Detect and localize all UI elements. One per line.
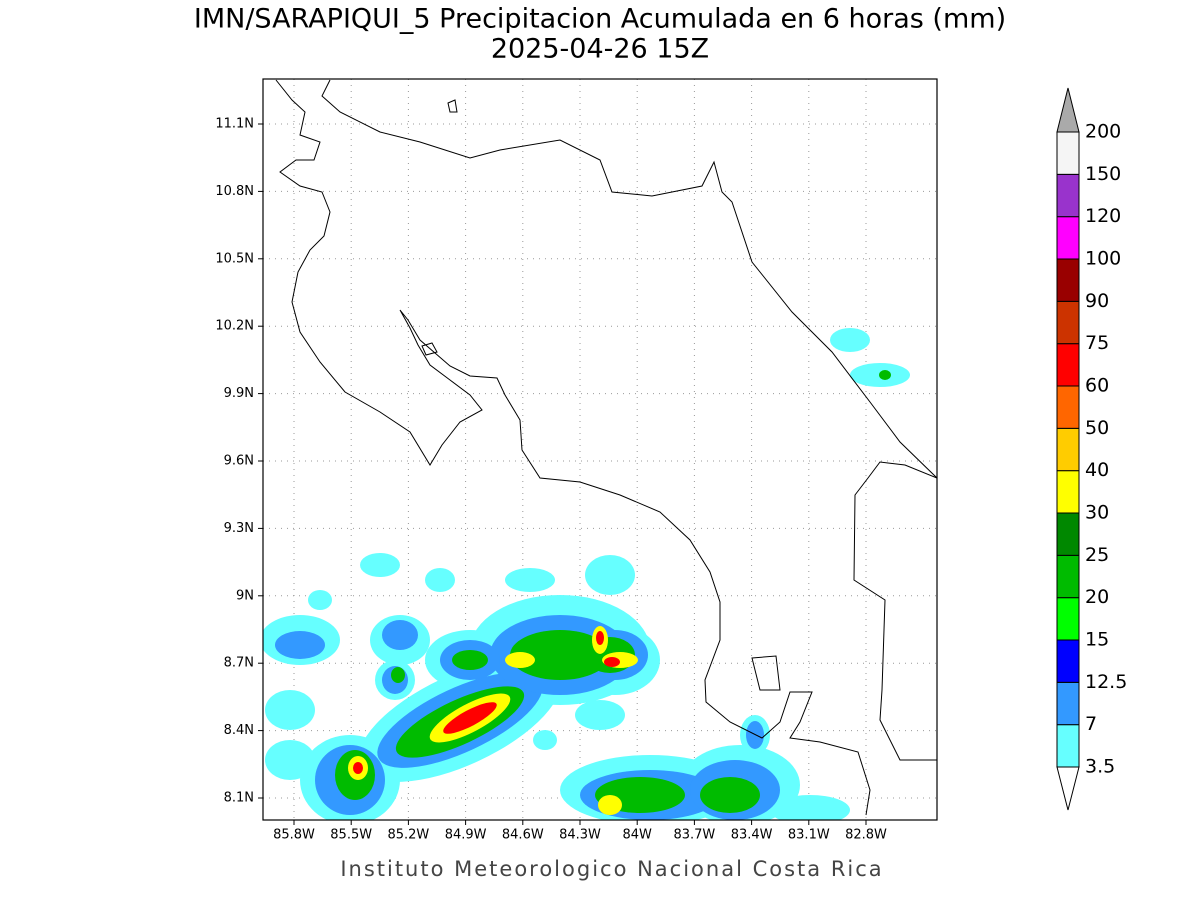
lon-label: 85.8W bbox=[273, 828, 315, 843]
map-frame bbox=[262, 78, 938, 821]
lon-label: 83.1W bbox=[788, 828, 830, 843]
colorbar-under bbox=[1056, 766, 1080, 811]
colorbar-label: 75 bbox=[1085, 332, 1109, 354]
colorbar-label: 50 bbox=[1085, 417, 1109, 439]
lat-label: 8.4N bbox=[224, 723, 254, 738]
lon-label: 82.8W bbox=[845, 828, 887, 843]
lat-label: 9.9N bbox=[224, 386, 254, 401]
lat-label: 11.1N bbox=[215, 117, 254, 132]
colorbar: 3.5 7 12.5 15 20 25 30 40 50 60 75 90 100 120 150 200 bbox=[1056, 87, 1127, 811]
lat-label: 10.5N bbox=[215, 251, 254, 266]
colorbar-over bbox=[1056, 87, 1080, 133]
colorbar-label: 12.5 bbox=[1085, 671, 1127, 693]
colorbar-box bbox=[1056, 427, 1080, 472]
colorbar-box bbox=[1056, 512, 1080, 556]
colorbar-box bbox=[1056, 343, 1080, 387]
colorbar-label: 120 bbox=[1085, 205, 1121, 227]
colorbar-box bbox=[1056, 681, 1080, 726]
colorbar-box bbox=[1056, 300, 1080, 345]
colorbar-box bbox=[1056, 597, 1080, 641]
colorbar-label: 3.5 bbox=[1085, 756, 1115, 778]
lat-label: 10.8N bbox=[215, 184, 254, 199]
lat-label: 8.7N bbox=[224, 656, 254, 671]
title: IMN/SARAPIQUI_5 Precipitacion Acumulada … bbox=[194, 4, 1006, 35]
lon-label: 85.5W bbox=[330, 828, 372, 843]
lat-label: 9.6N bbox=[224, 454, 254, 469]
colorbar-box bbox=[1056, 554, 1080, 599]
lon-label: 84.3W bbox=[559, 828, 601, 843]
colorbar-label: 40 bbox=[1085, 459, 1109, 481]
colorbar-box bbox=[1056, 173, 1080, 218]
lat-label: 9N bbox=[236, 588, 254, 603]
colorbar-box bbox=[1056, 216, 1080, 260]
axis-labels: 11.1N 10.8N 10.5N 10.2N 9.9N 9.6N 9.3N 9N 8.7N 8.… bbox=[215, 117, 887, 843]
lon-label: 83.4W bbox=[731, 828, 773, 843]
lon-label: 84W bbox=[622, 828, 652, 843]
colorbar-label: 60 bbox=[1085, 375, 1109, 397]
colorbar-label: 30 bbox=[1085, 502, 1109, 524]
colorbar-label: 100 bbox=[1085, 248, 1121, 270]
colorbar-label: 90 bbox=[1085, 290, 1109, 312]
colorbar-box bbox=[1056, 131, 1080, 175]
colorbar-box bbox=[1056, 470, 1080, 514]
colorbar-label: 200 bbox=[1085, 121, 1121, 143]
coastlines bbox=[275, 79, 937, 816]
lon-label: 84.9W bbox=[445, 828, 487, 843]
lat-label: 10.2N bbox=[215, 319, 254, 334]
colorbar-box bbox=[1056, 724, 1080, 768]
lon-label: 83.7W bbox=[673, 828, 715, 843]
precip-field bbox=[263, 328, 910, 820]
colorbar-label: 25 bbox=[1085, 544, 1109, 566]
colorbar-box bbox=[1056, 258, 1080, 302]
colorbar-label: 150 bbox=[1085, 163, 1121, 185]
lat-label: 9.3N bbox=[224, 521, 254, 536]
colorbar-label: 7 bbox=[1085, 713, 1097, 735]
subtitle: 2025-04-26 15Z bbox=[491, 34, 709, 65]
lon-label: 84.6W bbox=[502, 828, 544, 843]
colorbar-box bbox=[1056, 385, 1080, 429]
lon-label: 85.2W bbox=[387, 828, 429, 843]
colorbar-label: 15 bbox=[1085, 629, 1109, 651]
colorbar-box bbox=[1056, 639, 1080, 683]
lat-label: 8.1N bbox=[224, 791, 254, 806]
colorbar-label: 20 bbox=[1085, 586, 1109, 608]
footer: Instituto Meteorologico Nacional Costa R… bbox=[340, 857, 883, 881]
